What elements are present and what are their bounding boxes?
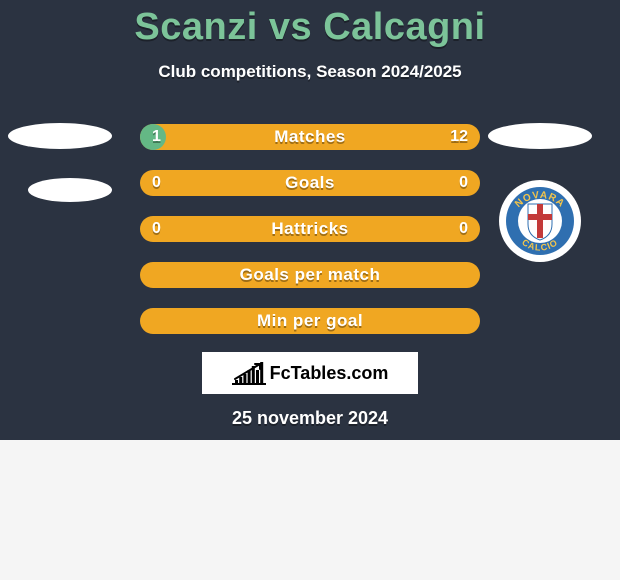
player2-club-badge: NOVARACALCIO xyxy=(499,180,581,262)
fctables-watermark: FcTables.com xyxy=(202,352,418,394)
club-crest-icon: NOVARACALCIO xyxy=(499,180,581,262)
stat-row: Goals0 0 xyxy=(140,170,480,196)
comparison-card: Scanzi vs Calcagni Club competitions, Se… xyxy=(0,0,620,440)
stat-row-label: Matches xyxy=(140,124,480,150)
stat-row-label: Goals per match xyxy=(140,262,480,288)
stat-row: Goals per match xyxy=(140,262,480,288)
stat-row-right-value: 12 xyxy=(450,124,468,150)
stat-row-right-value: 0 xyxy=(459,170,468,196)
stat-row: Min per goal xyxy=(140,308,480,334)
stat-row-label: Min per goal xyxy=(140,308,480,334)
stat-row-label: Goals xyxy=(140,170,480,196)
stat-row-right-value: 0 xyxy=(459,216,468,242)
stat-row-left-value: 0 xyxy=(152,170,161,196)
stat-row-label: Hattricks xyxy=(140,216,480,242)
fctables-label: FcTables.com xyxy=(270,363,389,384)
snapshot-date: 25 november 2024 xyxy=(0,408,620,429)
subtitle: Club competitions, Season 2024/2025 xyxy=(0,62,620,82)
stat-row-left-value: 0 xyxy=(152,216,161,242)
page-title: Scanzi vs Calcagni xyxy=(0,6,620,49)
player1-badge-upper xyxy=(8,123,112,149)
player1-badge-lower xyxy=(28,178,112,202)
stat-row: Hattricks0 0 xyxy=(140,216,480,242)
stat-row-left-value: 1 xyxy=(152,124,161,150)
bar-chart-icon xyxy=(232,361,266,385)
player2-badge-upper xyxy=(488,123,592,149)
stat-row: Matches1 12 xyxy=(140,124,480,150)
